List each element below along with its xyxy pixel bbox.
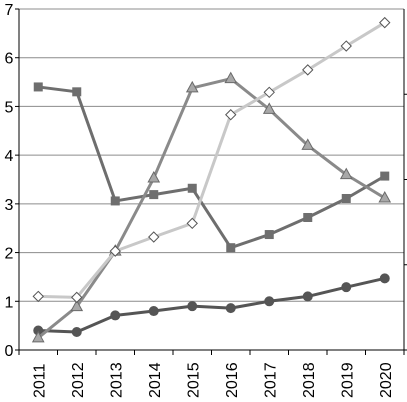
data-point [339,167,353,180]
x-tick-labels: 2011 2012 2013 2014 2015 2016 2017 2018 2019 2020 [31,362,395,398]
data-point [147,171,161,183]
x-tick-label: 2019 [339,362,356,398]
data-point [110,196,120,206]
y-tick-label: 0 [5,343,14,360]
data-point [110,310,121,321]
data-point [71,326,82,337]
x-tick-label: 2011 [31,363,48,398]
data-point [264,296,275,307]
data-point [226,243,236,253]
x-tick-label: 2012 [70,362,87,398]
gridlines [19,8,404,302]
data-point [303,212,313,222]
data-point [378,190,392,203]
series-circle [33,273,390,337]
series-line [38,21,386,299]
data-point [109,245,121,257]
data-point [341,282,352,293]
x-tick-label: 2017 [262,362,279,398]
data-point [224,71,238,84]
data-point [340,40,352,52]
x-tick-label: 2020 [378,362,395,398]
y-tick-label: 2 [5,246,14,263]
series-square [33,82,390,253]
data-point [262,102,276,114]
data-point [185,80,199,93]
data-point [341,193,351,203]
x-tick-label: 2015 [185,362,202,398]
y-tick-label: 5 [5,99,14,116]
series-diamond [32,16,391,304]
x-tick-label: 2018 [301,362,318,398]
data-point [148,231,160,243]
x-tick-label: 2014 [147,362,164,398]
data-point [301,138,315,150]
y-tick-label: 6 [5,51,14,68]
data-point [379,273,390,284]
data-point [187,301,198,312]
series-line [37,77,386,339]
data-point [32,290,44,303]
data-point [225,109,237,121]
data-point [31,330,45,343]
series-line [38,85,386,250]
data-point [187,183,197,193]
data-point [264,230,274,240]
data-point [379,16,391,29]
data-point [186,217,198,230]
y-tick-label: 7 [5,2,14,19]
axes [15,8,407,355]
data-point [263,86,275,99]
x-tick-label: 2016 [224,362,241,398]
data-point [225,303,236,314]
data-point [33,82,43,92]
x-tick-label: 2013 [108,362,125,398]
data-point [72,87,82,97]
series-layer [31,16,392,343]
y-tick-labels: 0 1 2 3 4 5 6 7 [5,2,14,360]
data-point [71,291,83,304]
data-point [302,64,314,76]
data-point [380,171,390,181]
data-point [149,190,159,200]
y-tick-label: 1 [5,294,14,311]
series-line [38,276,386,334]
y-tick-label: 3 [5,197,14,214]
y-tick-label: 4 [5,148,14,165]
data-point [302,291,313,302]
data-point [70,299,84,312]
data-point [148,306,159,317]
